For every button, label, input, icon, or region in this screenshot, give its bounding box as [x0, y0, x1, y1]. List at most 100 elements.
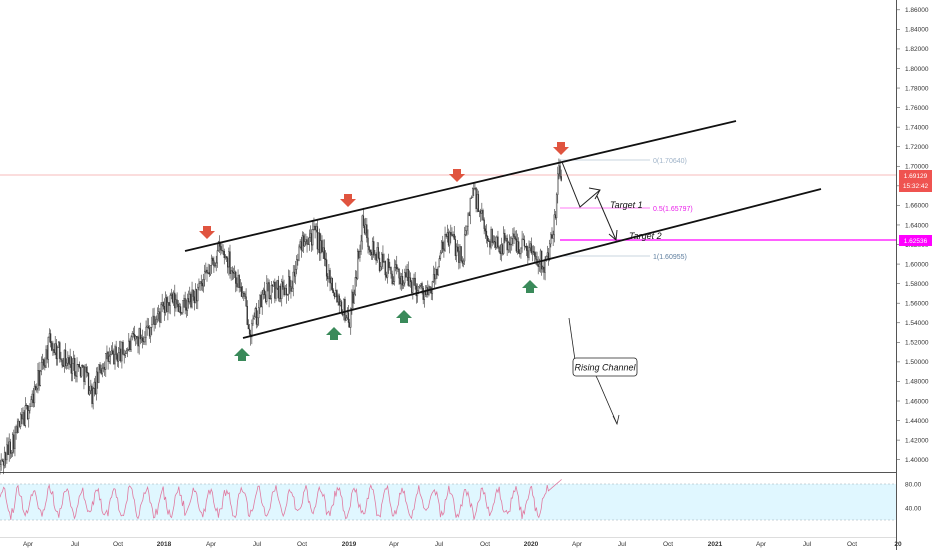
candle-body — [544, 267, 545, 272]
time-tick-label: 20 — [894, 541, 902, 548]
candle-body — [6, 445, 7, 460]
candle-body — [24, 412, 25, 425]
candle-body — [465, 231, 466, 235]
price-tick-label: 1.82000 — [905, 46, 929, 53]
candle-body — [323, 248, 324, 252]
price-tick-label: 1.76000 — [905, 105, 929, 112]
candle-body — [67, 358, 68, 364]
candle-body — [25, 406, 26, 426]
target-level-value: 1.62536 — [904, 238, 928, 245]
candle-body — [374, 254, 375, 255]
time-tick-label: Jul — [618, 541, 627, 548]
candle-body — [199, 283, 200, 287]
candle-body — [4, 453, 5, 466]
candle-body — [134, 334, 135, 339]
candle-body — [233, 272, 234, 273]
candle-body — [127, 350, 128, 351]
time-tick-label: Oct — [663, 541, 673, 548]
candle-body — [10, 442, 11, 454]
candle-body — [391, 267, 392, 274]
candle-body — [228, 252, 229, 268]
candle-body — [511, 238, 512, 244]
candle-body — [187, 298, 188, 310]
candle-body — [437, 269, 438, 275]
candle-body — [266, 284, 267, 302]
candle-body — [197, 287, 198, 301]
candle-body — [12, 435, 13, 453]
candle-body — [179, 307, 180, 312]
channel-label: Rising Channel — [574, 363, 636, 373]
candle-body — [432, 281, 433, 293]
candle-body — [369, 247, 370, 250]
candle-body — [408, 269, 409, 285]
candle-body — [42, 360, 43, 363]
candle-body — [269, 282, 270, 298]
candle-body — [527, 251, 528, 258]
candle-body — [541, 251, 542, 269]
candle-body — [105, 353, 106, 369]
price-axis-background — [897, 0, 932, 550]
fib-label-0: 0(1.70640) — [653, 158, 687, 165]
candle-body — [270, 298, 271, 299]
candle-body — [424, 291, 425, 299]
candle-body — [455, 239, 456, 255]
candle-body — [396, 265, 397, 269]
candle-body — [85, 367, 86, 382]
candle-body — [279, 286, 280, 298]
candle-body — [553, 235, 554, 238]
candle-body — [332, 278, 333, 290]
candle-body — [529, 248, 530, 258]
time-tick-label: Oct — [847, 541, 857, 548]
candle-body — [510, 244, 511, 245]
candle-body — [239, 275, 240, 287]
candle-body — [13, 435, 14, 449]
candle-body — [192, 290, 193, 307]
candle-body — [324, 248, 325, 259]
candle-body — [534, 252, 535, 256]
candle-body — [201, 281, 202, 283]
candle-body — [180, 307, 181, 314]
time-tick-label: 2018 — [157, 541, 172, 548]
candle-body — [348, 313, 349, 323]
candle-body — [182, 300, 183, 312]
candle-body — [403, 283, 404, 285]
candle-body — [481, 210, 482, 213]
candle-body — [155, 324, 156, 325]
candle-body — [361, 241, 362, 252]
time-tick-label: Apr — [23, 541, 34, 548]
candle-body — [301, 242, 302, 251]
candle-body — [277, 280, 278, 288]
candle-body — [79, 364, 80, 367]
candle-body — [131, 337, 132, 350]
candle-body — [453, 234, 454, 236]
candle-body — [86, 367, 87, 372]
candle-body — [58, 342, 59, 347]
candle-body — [234, 272, 235, 273]
candle-body — [92, 386, 93, 404]
candle-body — [415, 278, 416, 286]
candle-body — [288, 276, 289, 294]
candle-body — [412, 279, 413, 293]
candle-body — [508, 243, 509, 250]
candle-body — [546, 256, 547, 259]
candle-body — [1, 460, 2, 465]
candle-body — [295, 269, 296, 276]
candle-body — [392, 274, 393, 284]
price-tick-label: 1.50000 — [905, 359, 929, 366]
candle-body — [315, 226, 316, 230]
candle-body — [307, 240, 308, 244]
candle-body — [457, 247, 458, 251]
candle-body — [303, 236, 304, 246]
candle-body — [111, 351, 112, 355]
candle-body — [63, 365, 64, 366]
candle-body — [492, 229, 493, 242]
candle-body — [380, 267, 381, 271]
candle-body — [422, 283, 423, 288]
candle-body — [5, 453, 6, 460]
candle-body — [139, 328, 140, 346]
candle-body — [333, 291, 334, 293]
candle-body — [466, 227, 467, 231]
candle-body — [293, 272, 294, 288]
candle-body — [51, 343, 52, 351]
